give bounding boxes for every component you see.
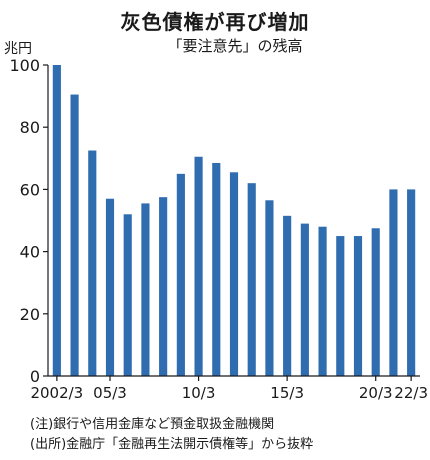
bar-09/3 bbox=[176, 173, 185, 376]
x-tick-label: 20/3 bbox=[359, 384, 393, 402]
y-tick-label: 20 bbox=[20, 305, 40, 324]
x-tick-label: 05/3 bbox=[93, 384, 127, 402]
bar-06/3 bbox=[123, 214, 132, 376]
bar-07/3 bbox=[141, 203, 150, 376]
x-tick-label: 15/3 bbox=[270, 384, 304, 402]
footnote: (注)銀行や信用金庫など預金取扱金融機関 bbox=[30, 417, 275, 432]
x-tick-label: 2002/3 bbox=[30, 384, 83, 402]
y-tick-label: 0 bbox=[30, 367, 40, 386]
y-tick-label: 40 bbox=[20, 243, 40, 262]
bars bbox=[52, 65, 416, 377]
y-tick-label: 60 bbox=[20, 180, 40, 199]
bar-05/3 bbox=[105, 198, 115, 376]
y-tick-label: 100 bbox=[9, 56, 40, 75]
bar-chart: 0 20 40 60 80 100 2002/3 05/3 10/3 15/3 20/3 22/3 bbox=[9, 56, 428, 402]
bar-21/3 bbox=[389, 189, 398, 376]
bar-19/3 bbox=[353, 236, 363, 376]
bar-08/3 bbox=[159, 197, 168, 376]
bar-16/3 bbox=[300, 223, 309, 376]
bar-17/3 bbox=[318, 226, 327, 376]
chart-subtitle: 「要注意先」の残高 bbox=[167, 37, 303, 55]
chart-title: 灰色債権が再び増加 bbox=[120, 10, 310, 34]
bar-2002/3 bbox=[52, 65, 61, 376]
bar-13/3 bbox=[247, 183, 256, 376]
bar-03/3 bbox=[70, 94, 79, 377]
bar-18/3 bbox=[336, 236, 345, 376]
y-tick-label: 80 bbox=[20, 118, 40, 137]
bar-10/3 bbox=[194, 156, 203, 376]
bar-12/3 bbox=[229, 172, 239, 376]
bar-15/3 bbox=[283, 215, 292, 376]
y-axis-ticks: 0 20 40 60 80 100 bbox=[9, 56, 48, 386]
bar-20/3 bbox=[371, 228, 380, 376]
bar-14/3 bbox=[265, 200, 274, 376]
y-axis-unit-label: 兆円 bbox=[4, 41, 32, 57]
x-tick-label: 22/3 bbox=[394, 384, 428, 402]
x-axis-ticks: 2002/3 05/3 10/3 15/3 20/3 22/3 bbox=[30, 376, 428, 402]
bar-04/3 bbox=[88, 150, 97, 376]
source-note: (出所)金融庁「金融再生法開示債権等」から抜粋 bbox=[30, 437, 314, 452]
bar-11/3 bbox=[212, 162, 221, 376]
bar-22/3 bbox=[407, 189, 416, 376]
x-tick-label: 10/3 bbox=[182, 384, 216, 402]
